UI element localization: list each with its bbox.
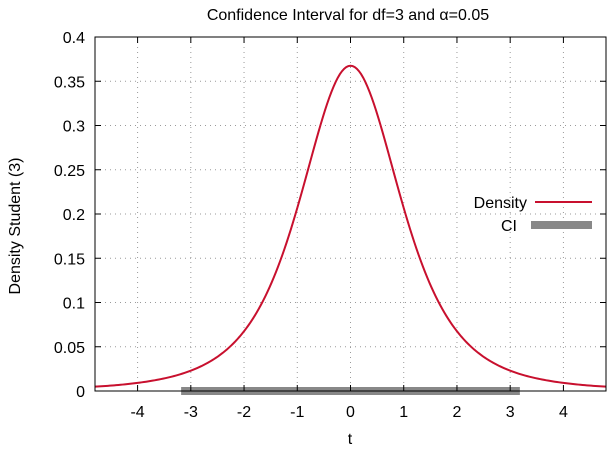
y-tick-label: 0.35: [54, 74, 85, 91]
legend-label-ci: CI: [501, 218, 517, 235]
x-axis-label: t: [348, 431, 353, 448]
legend-label-density: Density: [474, 195, 527, 212]
x-tick-label: -4: [130, 404, 144, 421]
y-tick-label: 0.1: [63, 296, 85, 313]
x-tick-label: 2: [453, 404, 462, 421]
x-tick-label: 1: [399, 404, 408, 421]
x-tick-label: 0: [346, 404, 355, 421]
x-axis-tick-labels: -4 -3 -2 -1 0 1 2 3 4: [130, 404, 567, 421]
x-tick-label: -3: [184, 404, 198, 421]
x-tick-label: 3: [506, 404, 515, 421]
y-axis-label: Density Student (3): [7, 158, 24, 295]
y-tick-label: 0.25: [54, 163, 85, 180]
y-tick-label: 0.05: [54, 340, 85, 357]
axis-ticks: [95, 36, 606, 392]
legend: Density CI: [474, 195, 592, 235]
x-tick-label: -2: [237, 404, 251, 421]
y-tick-label: 0.3: [63, 119, 85, 136]
y-tick-label: 0: [76, 384, 85, 401]
y-axis-tick-labels: 0 0.05 0.1 0.15 0.2 0.25 0.3 0.35 0.4: [54, 30, 85, 401]
x-tick-label: 4: [559, 404, 568, 421]
grid: [95, 36, 606, 392]
y-tick-label: 0.2: [63, 207, 85, 224]
chart-title: Confidence Interval for df=3 and α=0.05: [207, 7, 489, 24]
series-density-line: [94, 64, 607, 388]
x-tick-label: -1: [290, 404, 304, 421]
y-tick-label: 0.4: [63, 30, 85, 47]
y-tick-label: 0.15: [54, 251, 85, 268]
